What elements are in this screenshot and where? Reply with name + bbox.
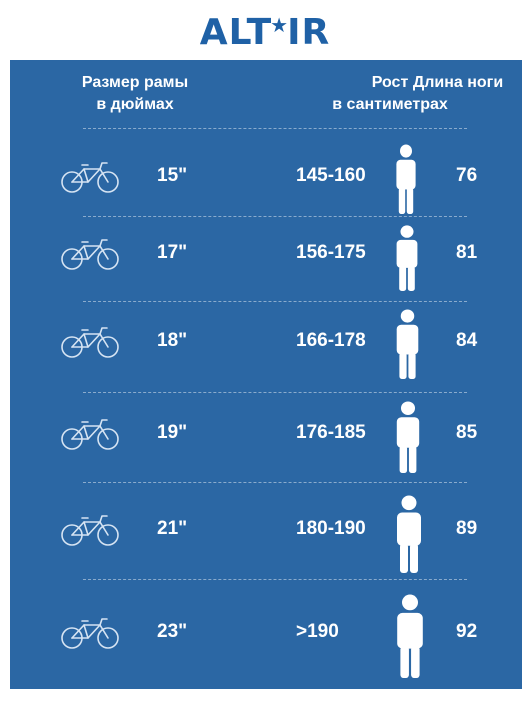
person-icon bbox=[396, 309, 419, 379]
bicycle-icon bbox=[61, 419, 119, 450]
frame-size-value: 19" bbox=[157, 422, 188, 443]
header-frame-size: Размер рамы в дюймах bbox=[81, 74, 189, 113]
header-height: Рост в сантиметрах bbox=[332, 74, 448, 113]
height-range-value: 166-178 bbox=[296, 330, 366, 351]
height-range-value: 176-185 bbox=[296, 422, 366, 443]
frame-size-value: 17" bbox=[157, 242, 188, 263]
height-range-value: 156-175 bbox=[296, 242, 366, 263]
bicycle-icon bbox=[61, 327, 119, 358]
size-row: 23" >190 92 bbox=[10, 594, 522, 678]
frame-size-value: 15" bbox=[157, 165, 188, 186]
header-leg-length: Длина ноги bbox=[412, 74, 504, 91]
bicycle-icon bbox=[61, 162, 119, 193]
separator bbox=[83, 216, 467, 217]
leg-length-value: 76 bbox=[456, 165, 478, 186]
height-range-value: >190 bbox=[296, 621, 339, 642]
height-range-value: 180-190 bbox=[296, 518, 366, 539]
size-row: 15" 145-160 76 bbox=[10, 140, 522, 220]
size-row: 19" 176-185 85 bbox=[10, 397, 522, 477]
person-icon bbox=[397, 594, 423, 678]
bicycle-icon bbox=[61, 239, 119, 270]
leg-length-value: 85 bbox=[456, 422, 478, 443]
size-row: 21" 180-190 89 bbox=[10, 493, 522, 573]
person-icon bbox=[396, 225, 418, 291]
person-icon bbox=[396, 401, 420, 473]
separator bbox=[83, 128, 467, 129]
bicycle-icon bbox=[61, 618, 119, 649]
separator bbox=[83, 482, 467, 483]
frame-size-value: 21" bbox=[157, 518, 188, 539]
bicycle-icon bbox=[61, 515, 119, 546]
frame-size-value: 18" bbox=[157, 330, 188, 351]
brand-name-left: ALT bbox=[199, 12, 273, 53]
person-icon bbox=[397, 495, 421, 573]
separator bbox=[83, 579, 467, 580]
height-range-value: 145-160 bbox=[296, 165, 366, 186]
leg-length-value: 89 bbox=[456, 518, 478, 539]
star-icon: ★ bbox=[270, 13, 290, 37]
leg-length-value: 92 bbox=[456, 621, 478, 642]
leg-length-value: 84 bbox=[456, 330, 478, 351]
size-row: 18" 166-178 84 bbox=[10, 305, 522, 385]
person-icon bbox=[396, 144, 416, 214]
frame-size-value: 23" bbox=[157, 621, 188, 642]
size-row: 17" 156-175 81 bbox=[10, 217, 522, 297]
leg-length-value: 81 bbox=[456, 242, 478, 263]
brand-logo: ALT★IR bbox=[0, 12, 530, 53]
size-chart-panel: Размер рамы в дюймах Рост в сантиметрах … bbox=[10, 60, 522, 689]
brand-name-right: IR bbox=[287, 12, 331, 53]
separator bbox=[83, 392, 467, 393]
separator bbox=[83, 301, 467, 302]
